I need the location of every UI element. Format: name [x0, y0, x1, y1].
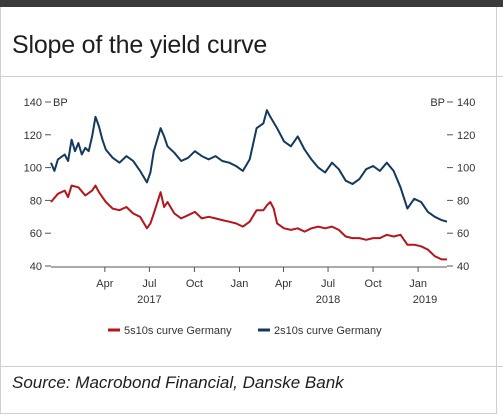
- series-layer: [50, 109, 448, 261]
- x-year-label: 2018: [316, 294, 340, 306]
- x-tick-label: Jan: [231, 278, 249, 290]
- x-tick-label: Jul: [321, 278, 335, 290]
- y-tick-label-right: 100: [457, 163, 475, 175]
- y-unit-label-left: BP: [53, 97, 68, 109]
- legend-label: 5s10s curve Germany: [124, 325, 232, 337]
- y-tick-label-right: 40: [457, 261, 469, 273]
- chart-title: Slope of the yield curve: [12, 31, 268, 59]
- axes-layer: 40 40 60 60 80 80 100 100 120 120 140 140 BP BP Apr Jul…: [24, 97, 476, 306]
- y-tick-label-right: 140: [457, 97, 475, 109]
- y-tick-label-left: 60: [30, 228, 42, 240]
- x-year-label: 2019: [413, 294, 437, 306]
- y-tick-label-left: 80: [30, 195, 42, 207]
- x-tick-label: Jul: [142, 278, 156, 290]
- y-tick-label-right: 80: [457, 195, 469, 207]
- y-tick-label-right: 60: [457, 228, 469, 240]
- legend: 5s10s curve Germany 2s10s curve Germany: [108, 325, 382, 337]
- title-divider: [0, 76, 503, 77]
- x-tick-label: Jan: [409, 278, 427, 290]
- x-tick-label: Apr: [96, 278, 113, 290]
- header-accent-bar: [0, 0, 503, 7]
- y-tick-label-right: 120: [457, 130, 475, 142]
- y-tick-label-left: 100: [24, 163, 42, 175]
- x-tick-label: Oct: [186, 278, 203, 290]
- series-line-2s10s: [50, 109, 448, 223]
- y-unit-label-right: BP: [430, 97, 445, 109]
- legend-label: 2s10s curve Germany: [274, 325, 382, 337]
- x-year-label: 2017: [137, 294, 161, 306]
- y-tick-label-left: 120: [24, 130, 42, 142]
- yield-curve-chart: 40 40 60 60 80 80 100 100 120 120 140 140 BP BP Apr Jul…: [24, 97, 476, 337]
- source-note: Source: Macrobond Financial, Danske Bank: [12, 373, 344, 392]
- x-tick-label: Apr: [275, 278, 292, 290]
- y-tick-label-left: 40: [30, 261, 42, 273]
- y-tick-label-left: 140: [24, 97, 42, 109]
- chart-panel: [0, 0, 497, 414]
- x-tick-label: Oct: [365, 278, 382, 290]
- series-line-5s10s: [50, 184, 447, 261]
- source-divider: [0, 366, 503, 367]
